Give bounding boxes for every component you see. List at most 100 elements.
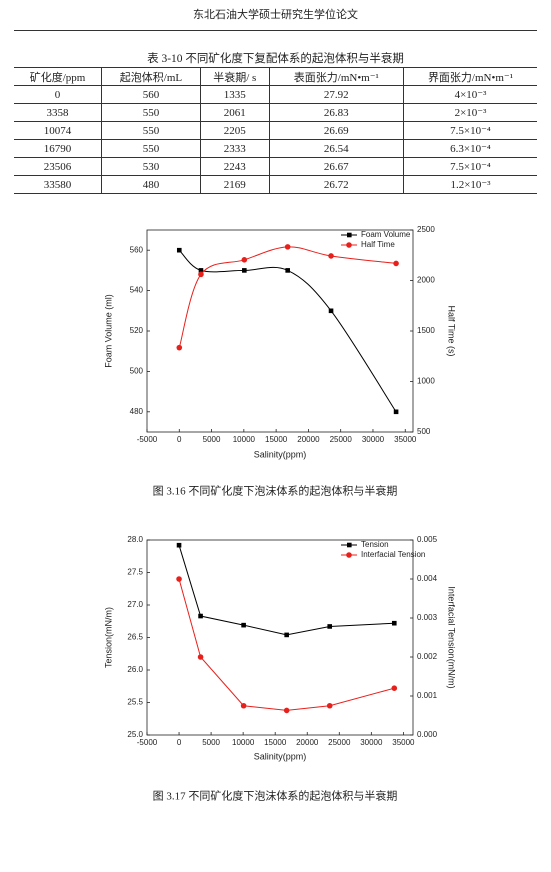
data-point: [176, 542, 182, 548]
table-cell: 560: [101, 85, 201, 104]
x-tick-label: 5000: [202, 738, 220, 747]
y2-tick-label: 0.002: [417, 652, 438, 661]
header-rule: [14, 30, 537, 31]
table-row: 10074 550 2205 26.69 7.5×10⁻⁴: [14, 121, 537, 140]
x-tick-label: 30000: [362, 435, 385, 444]
table-cell: 2333: [199, 139, 270, 158]
table-cell: 16790: [14, 139, 102, 158]
y-tick-label: 27.0: [127, 600, 143, 609]
legend-marker: [346, 552, 352, 558]
x-tick-label: 25000: [328, 738, 351, 747]
figure-caption: 图 3.16 不同矿化度下泡沫体系的起泡体积与半衰期: [153, 484, 398, 498]
y2-tick-label: 0.001: [417, 691, 438, 700]
x-tick-label: 35000: [392, 738, 415, 747]
data-point: [326, 702, 333, 709]
column-header: 界面张力/mN•m⁻¹: [402, 67, 537, 86]
table-caption: 表 3-10 不同矿化度下复配体系的起泡体积与半衰期: [147, 53, 404, 65]
table-cell: 26.69: [268, 121, 404, 140]
table-row: 33580 480 2169 26.72 1.2×10⁻³: [14, 175, 537, 194]
data-point: [285, 268, 290, 273]
table-cell: 26.83: [268, 103, 404, 122]
table-cell: 7.5×10⁻⁴: [402, 121, 537, 140]
table-cell: 1335: [199, 85, 270, 104]
table-cell: 0: [14, 85, 102, 104]
y2-tick-label: 2500: [417, 225, 435, 234]
table-cell: 7.5×10⁻⁴: [402, 157, 537, 176]
y-tick-label: 480: [130, 407, 144, 416]
legend-label: Half Time: [361, 240, 395, 249]
table-row: 0 560 1335 27.92 4×10⁻³: [14, 85, 537, 104]
x-tick-label: 10000: [232, 738, 255, 747]
y-tick-label: 27.5: [127, 568, 143, 577]
table-cell: 26.67: [268, 157, 404, 176]
table-cell: 550: [101, 139, 201, 158]
y2-tick-label: 2000: [417, 276, 435, 285]
table-cell: 1.2×10⁻³: [402, 175, 537, 194]
y2-tick-label: 0.005: [417, 535, 438, 544]
legend-marker: [346, 242, 352, 248]
legend-label: Foam Volume: [361, 230, 411, 239]
x-axis-title: Salinity(ppm): [254, 751, 307, 761]
table-cell: 10074: [14, 121, 102, 140]
table-row: 3358 550 2061 26.83 2×10⁻³: [14, 103, 537, 122]
table-cell: 550: [101, 103, 201, 122]
table-row: 16790 550 2333 26.54 6.3×10⁻⁴: [14, 139, 537, 158]
column-header: 表面张力/mN•m⁻¹: [268, 67, 404, 86]
data-point: [176, 247, 182, 253]
y-tick-label: 25.5: [127, 698, 143, 707]
data-point: [198, 268, 204, 273]
table-cell: 480: [101, 175, 201, 194]
table-cell: 550: [101, 121, 201, 140]
data-point: [327, 624, 333, 629]
table-cell: 2169: [199, 175, 270, 194]
table-cell: 2243: [199, 157, 270, 176]
column-header: 起泡体积/mL: [101, 67, 201, 86]
x-tick-label: 20000: [297, 435, 320, 444]
data-point: [328, 253, 334, 259]
legend-marker: [347, 232, 352, 238]
table-cell: 530: [101, 157, 201, 176]
x-tick-label: 15000: [265, 435, 288, 444]
data-point: [198, 271, 204, 278]
y-tick-label: 28.0: [127, 535, 143, 544]
table-body: 0 560 1335 27.92 4×10⁻³ 3358 550 2061 26.83 2×10⁻…: [14, 85, 537, 194]
y-tick-label: 26.5: [127, 633, 143, 642]
series-line: [178, 249, 397, 413]
page-header: 东北石油大学硕士研究生学位论文: [193, 9, 358, 21]
y2-tick-label: 1000: [417, 377, 435, 386]
series-line: [178, 545, 395, 636]
table-cell: 26.72: [268, 175, 404, 194]
y-tick-label: 25.0: [127, 730, 143, 739]
data-point: [197, 654, 204, 660]
x-tick-label: 35000: [394, 435, 417, 444]
table-cell: 27.92: [268, 85, 404, 104]
chart: -5000 0 5000 10000 15000 20000 25000 30000 35000…: [103, 535, 456, 803]
table-cell: 2205: [199, 121, 270, 140]
y-tick-label: 540: [130, 286, 144, 295]
y-tick-label: 520: [130, 326, 144, 335]
data-point: [284, 244, 291, 250]
legend-label: Interfacial Tension: [361, 550, 425, 559]
y2-tick-label: 500: [417, 427, 431, 436]
data-point: [242, 268, 247, 273]
table-cell: 6.3×10⁻⁴: [402, 139, 537, 158]
table-cell: 2×10⁻³: [402, 103, 537, 122]
x-tick-label: 15000: [264, 738, 287, 747]
data-point: [393, 260, 399, 267]
x-tick-label: -5000: [137, 435, 158, 444]
legend-marker: [347, 542, 352, 548]
x-tick-label: -5000: [137, 738, 158, 747]
x-tick-label: 0: [177, 435, 182, 444]
data-point: [176, 576, 182, 582]
series-line: [178, 578, 395, 711]
data-point: [176, 344, 183, 351]
table-cell: 3358: [14, 103, 102, 122]
x-tick-label: 25000: [330, 435, 353, 444]
table-cell: 23506: [14, 157, 102, 176]
y2-axis-title: Half Time (s): [447, 305, 457, 356]
x-tick-label: 30000: [360, 738, 383, 747]
data-point: [328, 308, 334, 314]
figure-caption: 图 3.17 不同矿化度下泡沫体系的起泡体积与半衰期: [153, 789, 398, 803]
x-tick-label: 5000: [203, 435, 221, 444]
